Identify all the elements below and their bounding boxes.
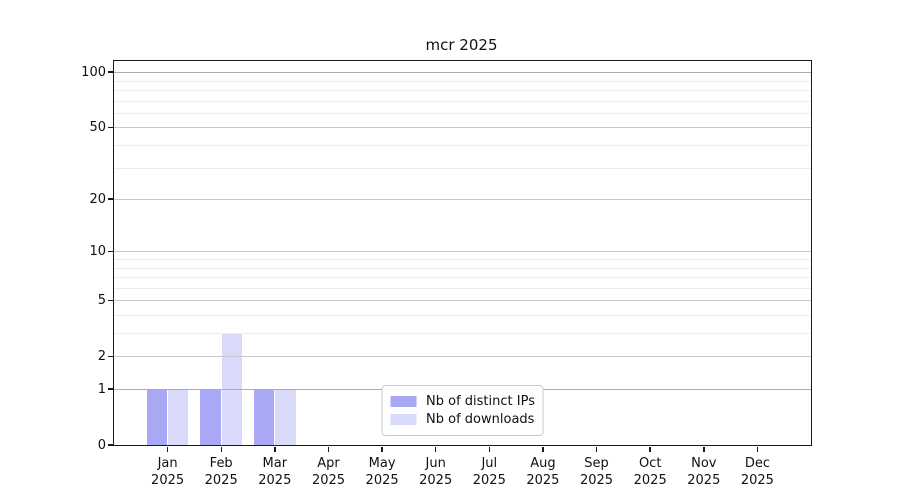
x-tick-mark xyxy=(703,446,705,452)
legend: Nb of distinct IPs Nb of downloads xyxy=(381,385,544,436)
x-axis-tick-label: May 2025 xyxy=(365,456,399,488)
x-tick-mark xyxy=(220,446,222,452)
x-axis-tick-label: Aug 2025 xyxy=(526,456,560,488)
y-axis-tick-label: 5 xyxy=(97,292,106,308)
bar-nb-of-distinct-ips xyxy=(146,389,168,445)
bar-nb-of-distinct-ips xyxy=(253,389,275,445)
legend-label: Nb of distinct IPs xyxy=(426,394,535,409)
x-tick-mark xyxy=(595,446,598,452)
x-tick-mark xyxy=(381,446,383,452)
gridline-major xyxy=(114,199,811,201)
bar-nb-of-downloads xyxy=(275,389,296,445)
x-axis-tick-label: Jul 2025 xyxy=(472,456,506,488)
y-tick-mark xyxy=(107,299,113,301)
y-axis-tick-label: 1 xyxy=(97,381,106,397)
gridline-minor xyxy=(114,167,811,169)
x-tick-mark xyxy=(756,446,759,452)
bar-nb-of-distinct-ips xyxy=(200,389,221,445)
x-axis-tick-label: Apr 2025 xyxy=(311,456,346,488)
y-axis-tick-label: 10 xyxy=(89,243,106,259)
gridline-minor xyxy=(114,277,811,278)
x-axis-tick-label: Jan 2025 xyxy=(151,456,185,488)
gridline-major xyxy=(114,127,811,129)
y-axis-tick-label: 0 xyxy=(97,437,106,453)
y-axis-tick-label: 50 xyxy=(89,119,106,135)
y-axis-tick-label: 100 xyxy=(81,64,106,80)
y-tick-mark xyxy=(107,444,113,446)
x-axis-tick-label: Mar 2025 xyxy=(258,456,292,488)
gridline-minor xyxy=(114,315,811,316)
x-axis-tick-label: Nov 2025 xyxy=(687,456,721,488)
plot-area: Nb of distinct IPs Nb of downloads 0 1 2 5 10… xyxy=(81,60,812,488)
legend-swatch-nb-of-distinct-ips xyxy=(390,396,417,407)
x-tick-mark xyxy=(327,446,330,452)
x-tick-mark xyxy=(274,446,276,452)
legend-swatch-nb-of-downloads xyxy=(390,414,417,425)
x-tick-mark xyxy=(542,446,544,452)
legend-item: Nb of distinct IPs xyxy=(390,394,535,409)
gridline-minor xyxy=(114,112,811,114)
x-axis-tick-label: Jun 2025 xyxy=(419,456,453,488)
gridline-minor xyxy=(114,333,811,334)
x-tick-mark xyxy=(488,446,491,452)
gridline-minor xyxy=(114,259,811,260)
chart-title: mcr 2025 xyxy=(425,36,498,54)
y-tick-mark xyxy=(107,388,113,390)
y-tick-mark xyxy=(107,250,113,252)
y-axis-tick-label: 2 xyxy=(97,348,106,364)
x-axis-tick-label: Feb 2025 xyxy=(204,456,238,488)
y-tick-mark xyxy=(107,71,113,73)
gridline-minor xyxy=(114,100,811,102)
gridline-major xyxy=(114,251,811,253)
y-tick-mark xyxy=(107,126,113,129)
x-axis-tick-label: Oct 2025 xyxy=(633,456,667,488)
gridline-minor xyxy=(114,80,811,82)
gridline-minor xyxy=(114,267,811,269)
gridline-minor xyxy=(114,287,811,289)
gridline-major xyxy=(114,300,811,302)
x-tick-mark xyxy=(649,446,651,452)
gridline-minor xyxy=(114,145,811,146)
x-tick-mark xyxy=(166,446,169,452)
legend-item: Nb of downloads xyxy=(390,412,535,427)
y-tick-mark xyxy=(107,355,113,357)
gridline-major xyxy=(114,356,811,358)
bar-nb-of-downloads xyxy=(168,389,189,445)
x-axis-tick-label: Dec 2025 xyxy=(740,456,774,488)
x-axis-tick-label: Sep 2025 xyxy=(579,456,614,488)
gridline-minor xyxy=(114,90,811,91)
x-tick-mark xyxy=(434,446,437,452)
legend-label: Nb of downloads xyxy=(426,412,535,427)
y-axis-tick-label: 20 xyxy=(89,191,106,207)
y-tick-mark xyxy=(107,198,113,200)
gridline-major xyxy=(114,72,811,74)
